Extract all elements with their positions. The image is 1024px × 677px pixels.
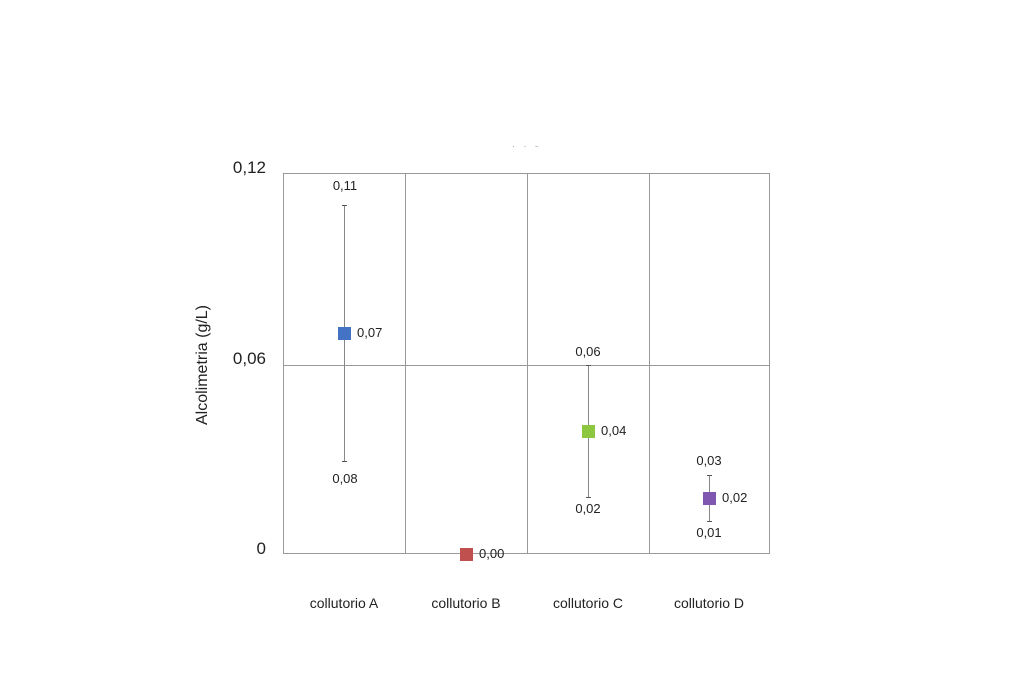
error-cap-d-bottom [707,521,712,522]
y-tick-mid: 0,06 [232,349,266,368]
error-cap-d-top [707,475,712,476]
value-label-d: 0,02 [722,490,748,505]
x-tick-collutorio-c: collutorio C [552,595,624,611]
marker-b [460,548,473,561]
error-cap-c-bottom [586,497,591,498]
value-label-c: 0,04 [601,423,627,438]
upper-label-c: 0,06 [575,344,601,359]
value-label-a: 0,07 [357,325,383,340]
lower-label-d: 0,01 [696,525,722,540]
chart-title-fragment: · · - [512,141,541,151]
lower-label-c: 0,02 [575,501,601,516]
category-divider [527,173,528,554]
category-divider [649,173,650,554]
marker-d [703,492,716,505]
upper-label-a: 0,11 [332,178,358,193]
error-cap-a-bottom [342,461,347,462]
value-label-b: 0,00 [479,546,505,561]
plot-area [283,173,770,554]
error-cap-c-top [586,365,591,366]
x-tick-collutorio-d: collutorio D [673,595,745,611]
marker-a [338,327,351,340]
upper-label-d: 0,03 [696,453,722,468]
x-tick-collutorio-b: collutorio B [431,595,501,611]
y-tick-top: 0,12 [232,158,266,177]
marker-c [582,425,595,438]
x-tick-collutorio-a: collutorio A [309,595,379,611]
error-cap-a-top [342,205,347,206]
category-divider [405,173,406,554]
y-tick-bottom: 0 [256,539,266,558]
gridline-0-06 [283,365,770,366]
lower-label-a: 0,08 [332,471,358,486]
